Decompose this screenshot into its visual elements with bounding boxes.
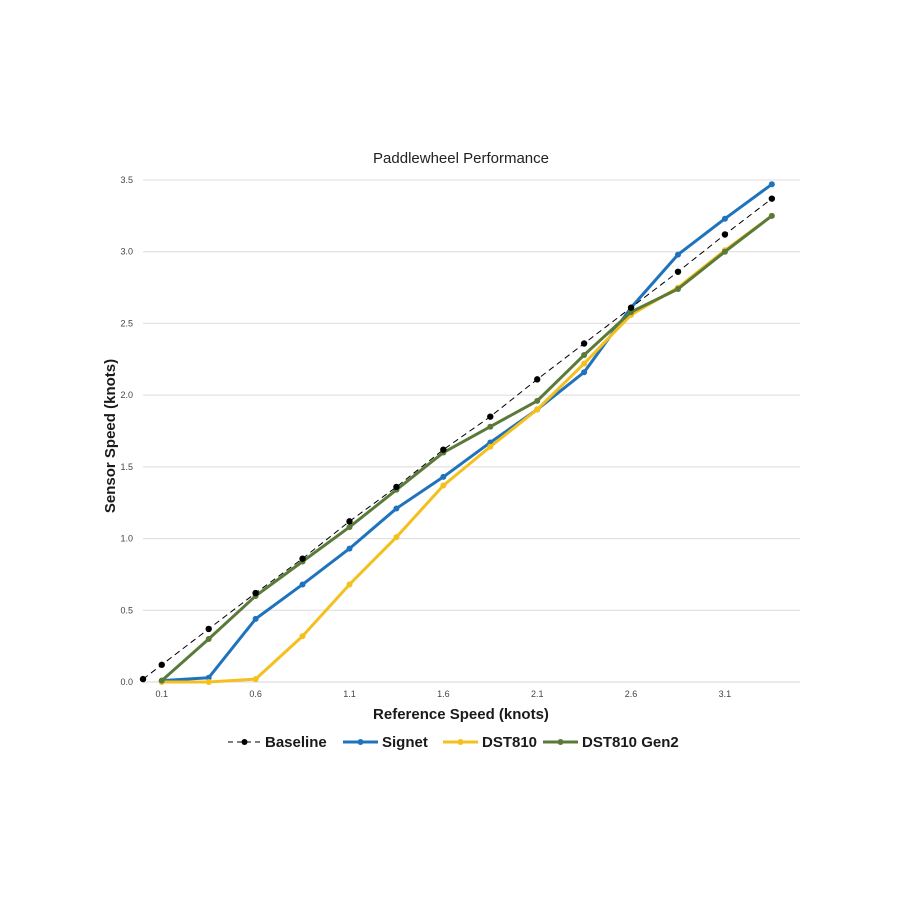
legend-swatch-marker [457, 739, 464, 745]
legend-label: DST810 Gen2 [582, 734, 679, 751]
x-tick-label: 1.1 [343, 689, 356, 699]
data-point-baseline [252, 589, 259, 597]
data-point-dst810-gen2 [534, 397, 541, 404]
x-axis-ticks: 0.1 0.6 1.1 1.6 2.1 2.6 3.1 [156, 689, 732, 699]
data-point-baseline [346, 518, 353, 525]
series-baseline [139, 195, 776, 683]
data-point-baseline [393, 483, 400, 491]
data-point-dst810-gen2 [205, 635, 212, 642]
data-point-baseline [674, 268, 682, 275]
y-tick-label: 2.5 [120, 318, 133, 328]
legend-label: DST810 [482, 734, 537, 751]
series-signet [158, 181, 775, 684]
legend-swatch-marker [241, 739, 248, 745]
x-tick-label: 3.1 [719, 689, 732, 699]
series-layer [139, 181, 776, 685]
data-point-baseline [487, 413, 494, 420]
data-point-dst810 [299, 633, 306, 640]
legend-item-signet: Signet [343, 734, 428, 751]
data-point-dst810 [346, 581, 353, 588]
data-point-signet [299, 581, 306, 588]
data-point-dst810-gen2 [768, 212, 775, 219]
x-tick-label: 1.6 [437, 689, 450, 699]
data-point-baseline [768, 195, 776, 202]
legend-swatch-marker [357, 739, 364, 745]
data-point-baseline [139, 675, 147, 683]
data-point-dst810 [393, 534, 400, 541]
y-tick-label: 2.0 [120, 390, 133, 400]
data-point-signet [252, 615, 259, 622]
legend-label: Baseline [265, 734, 327, 751]
y-tick-label: 1.5 [120, 462, 133, 472]
data-point-dst810-gen2 [346, 524, 353, 531]
y-axis-ticks: 0.0 0.5 1.0 1.5 2.0 2.5 3.0 3.5 [120, 175, 133, 687]
data-point-dst810-gen2 [674, 286, 681, 293]
data-point-dst810 [252, 676, 259, 683]
gridlines [143, 179, 800, 611]
x-tick-label: 2.1 [531, 689, 544, 699]
data-point-baseline [299, 555, 306, 562]
y-tick-label: 1.0 [120, 534, 133, 544]
data-point-baseline [627, 304, 635, 311]
data-point-baseline [534, 376, 541, 383]
y-tick-label: 3.5 [120, 175, 133, 185]
legend: Baseline Signet DST810 DST810 Gen2 [228, 734, 679, 751]
data-point-dst810 [487, 443, 494, 450]
legend-item-dst810-gen2: DST810 Gen2 [543, 734, 679, 751]
data-point-signet [440, 473, 447, 480]
data-point-dst810 [205, 679, 212, 685]
legend-item-dst810: DST810 [443, 734, 537, 751]
y-tick-label: 3.0 [120, 247, 133, 257]
series-line-signet [161, 183, 773, 683]
data-point-baseline [158, 661, 165, 668]
data-point-baseline [721, 231, 729, 238]
data-point-dst810-gen2 [721, 248, 728, 255]
data-point-signet [205, 674, 212, 681]
data-point-dst810 [581, 360, 588, 367]
data-point-dst810 [534, 406, 541, 413]
data-point-baseline [440, 446, 447, 453]
data-point-signet [346, 545, 353, 552]
chart-title: Paddlewheel Performance [373, 150, 549, 167]
data-point-signet [768, 181, 775, 188]
data-point-signet [393, 505, 400, 512]
x-tick-label: 2.6 [625, 689, 638, 699]
data-point-baseline [205, 625, 212, 633]
data-point-dst810-gen2 [581, 351, 588, 358]
legend-item-baseline: Baseline [228, 734, 327, 751]
data-point-dst810 [440, 482, 447, 489]
y-tick-label: 0.5 [120, 605, 133, 615]
data-point-signet [674, 251, 681, 258]
series-line-baseline [142, 198, 773, 680]
legend-label: Signet [382, 734, 428, 751]
data-point-signet [581, 369, 588, 376]
data-point-baseline [580, 340, 588, 347]
x-tick-label: 0.6 [249, 689, 262, 699]
y-tick-label: 0.0 [120, 677, 133, 687]
y-axis-title: Sensor Speed (knots) [102, 359, 119, 513]
series-line-dst810-gen2 [160, 214, 773, 682]
x-axis-title: Reference Speed (knots) [373, 706, 549, 723]
data-point-dst810-gen2 [487, 423, 494, 430]
data-point-signet [721, 215, 728, 222]
data-point-dst810-gen2 [158, 677, 165, 684]
legend-swatch-marker [557, 739, 564, 745]
x-tick-label: 0.1 [156, 689, 169, 699]
